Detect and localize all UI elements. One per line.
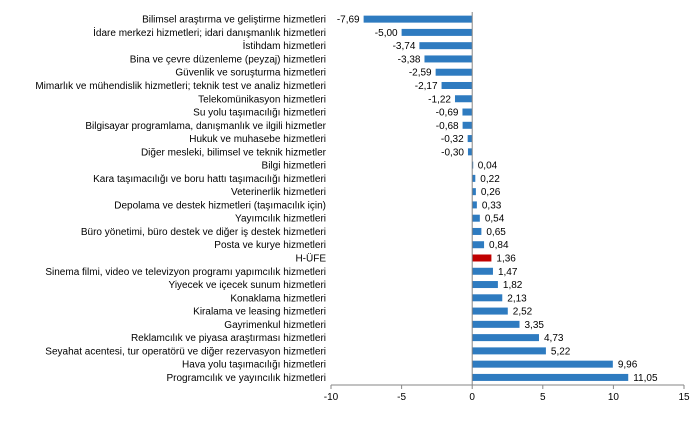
data-label: 0,33	[482, 200, 502, 211]
x-tick-label: -5	[397, 392, 406, 403]
category-label: Kara taşımacılığı ve boru hattı taşımacı…	[93, 174, 326, 185]
data-label: 4,73	[544, 333, 564, 344]
category-label: İdare merkezi hizmetleri; idari danışman…	[93, 26, 326, 39]
bar	[472, 281, 498, 289]
data-label: 1,47	[498, 267, 518, 278]
category-label: Programcılık ve yayıncılık hizmetleri	[167, 373, 327, 384]
bar	[472, 373, 629, 381]
category-label: Konaklama hizmetleri	[230, 293, 326, 304]
x-tick-label: 5	[540, 392, 546, 403]
bar	[363, 15, 473, 23]
category-label: Güvenlik ve soruşturma hizmetleri	[175, 68, 326, 79]
bar	[454, 95, 473, 103]
bar	[472, 254, 492, 262]
category-label: Bina ve çevre düzenleme (peyzaj) hizmetl…	[130, 54, 326, 65]
data-label: -2,17	[415, 81, 438, 92]
category-label: Bilgisayar programlama, danışmanlık ve i…	[85, 121, 326, 132]
category-label: Depolama ve destek hizmetleri (taşımacıl…	[114, 200, 326, 211]
data-label: 1,82	[503, 280, 523, 291]
bar	[472, 188, 476, 196]
bar	[435, 68, 473, 76]
category-label: Sinema filmi, video ve televizyon progra…	[45, 267, 326, 278]
bar	[441, 81, 473, 89]
bar	[472, 174, 476, 182]
category-label: Hava yolu taşımacılığı hizmetleri	[182, 360, 326, 371]
bar	[472, 201, 477, 209]
category-label: Hukuk ve muhasebe hizmetleri	[189, 134, 326, 145]
bar	[472, 267, 493, 275]
category-label: Büro yönetimi, büro destek ve diğer iş d…	[81, 227, 326, 238]
bar	[424, 55, 473, 63]
data-label: -2,59	[409, 68, 432, 79]
data-label: 0,65	[486, 227, 506, 238]
x-tick-label: 0	[469, 392, 475, 403]
data-label: 0,04	[478, 161, 498, 172]
data-label: 11,05	[633, 373, 658, 384]
data-label: -1,22	[428, 94, 451, 105]
category-label: Mimarlık ve mühendislik hizmetleri; tekn…	[35, 81, 326, 92]
data-label: 9,96	[618, 360, 638, 371]
data-label: -0,30	[441, 147, 464, 158]
bar	[472, 227, 482, 235]
data-label: -3,74	[393, 41, 416, 52]
category-label: İstihdam hizmetleri	[243, 39, 326, 52]
data-label: -0,69	[436, 108, 459, 119]
x-tick-label: 15	[678, 392, 690, 403]
category-label: Bilgi hizmetleri	[262, 161, 326, 172]
category-label: Yayımcılık hizmetleri	[235, 214, 326, 225]
bar	[472, 334, 539, 342]
category-label: Posta ve kurye hizmetleri	[214, 240, 326, 251]
category-label: Seyahat acentesi, tur operatörü ve diğer…	[45, 346, 326, 357]
bar	[467, 135, 473, 143]
bar	[472, 347, 546, 355]
category-label: Telekomünikasyon hizmetleri	[198, 94, 326, 105]
data-label: 5,22	[551, 346, 571, 357]
data-label: 0,26	[481, 187, 501, 198]
category-label: Gayrimenkul hizmetleri	[224, 320, 326, 331]
category-label: Diğer mesleki, bilimsel ve teknik hizmet…	[141, 147, 327, 158]
data-label: 2,52	[513, 307, 533, 318]
category-label: Kiralama ve leasing hizmetleri	[193, 307, 326, 318]
data-label: 1,36	[496, 253, 516, 264]
data-label: -5,00	[375, 28, 398, 39]
data-label: -7,69	[337, 15, 360, 26]
bar	[472, 320, 520, 328]
data-label: 3,35	[525, 320, 545, 331]
data-label: 0,54	[485, 214, 505, 225]
category-label: H-ÜFE	[295, 252, 326, 264]
data-label: 0,22	[480, 174, 500, 185]
category-label: Su yolu taşımacılığı hizmetleri	[193, 108, 326, 119]
bar	[472, 241, 485, 249]
category-label: Veterinerlik hizmetleri	[231, 187, 326, 198]
data-label: -3,38	[398, 54, 421, 65]
bar	[472, 294, 503, 302]
data-label: 2,13	[507, 293, 527, 304]
bar	[419, 42, 473, 50]
bar	[472, 360, 613, 368]
bar	[401, 28, 473, 36]
x-tick-label: 10	[608, 392, 620, 403]
x-tick-label: -10	[324, 392, 339, 403]
data-label: -0,32	[441, 134, 464, 145]
bar	[462, 108, 473, 116]
category-label: Reklamcılık ve piyasa araştırması hizmet…	[131, 333, 326, 344]
data-label: 0,84	[489, 240, 509, 251]
data-label: -0,68	[436, 121, 459, 132]
bar	[472, 307, 508, 315]
bar	[472, 214, 480, 222]
bar	[467, 148, 473, 156]
category-label: Yiyecek ve içecek sunum hizmetleri	[169, 280, 326, 291]
category-label: Bilimsel araştırma ve geliştirme hizmetl…	[142, 15, 326, 26]
bar	[462, 121, 473, 129]
